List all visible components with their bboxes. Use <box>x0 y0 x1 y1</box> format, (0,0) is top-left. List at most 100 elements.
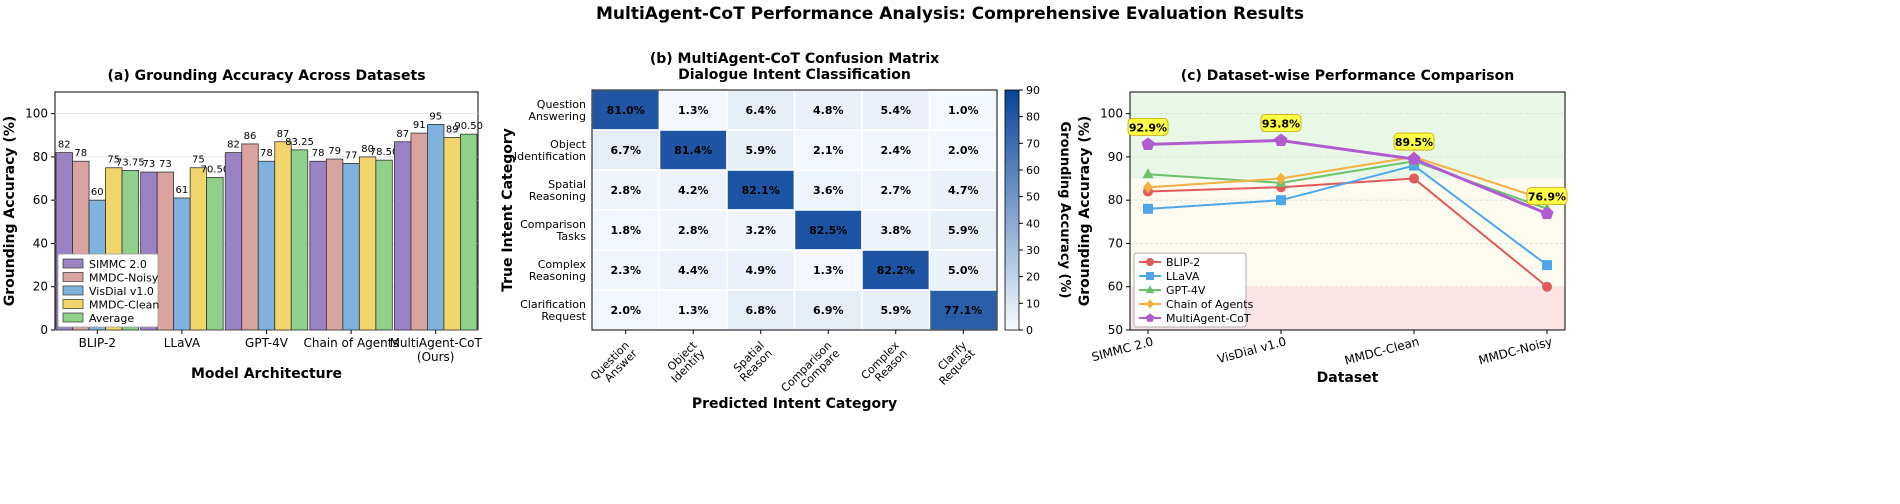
chart-b-cell-label: 1.3% <box>678 104 709 117</box>
chart-c-title: (c) Dataset-wise Performance Comparison <box>1181 68 1514 84</box>
chart-c-annotation: 93.8% <box>1262 117 1300 130</box>
chart-b-cell <box>726 129 796 171</box>
chart-a-bar-label: 61 <box>176 185 189 196</box>
chart-a-ytick-label: 100 <box>25 107 48 121</box>
chart-b-cell-label: 2.0% <box>610 304 641 317</box>
chart-a-bar <box>443 137 461 331</box>
chart-c-ytick-label: 60 <box>1108 280 1123 294</box>
chart-a-legend-label: VisDial v1.0 <box>89 285 154 298</box>
chart-c-ytick-label: 90 <box>1108 150 1123 164</box>
chart-b-colorbar-tick-label: 80 <box>1026 111 1040 124</box>
chart-b-row-label: Answering <box>528 110 586 123</box>
chart-a-bar <box>156 171 175 331</box>
chart-a-xtick-label: (Ours) <box>417 350 455 364</box>
chart-a-bar <box>274 141 292 331</box>
chart-a-xtick-label: GPT-4V <box>245 336 289 350</box>
chart-b-row-label: Spatial <box>548 178 586 191</box>
chart-b-cell <box>658 289 728 331</box>
chart-a-xlabel: Model Architecture <box>191 366 342 382</box>
chart-b-cell-label: 5.9% <box>745 144 776 157</box>
chart-a-legend-swatch <box>62 312 84 323</box>
chart-a-bar-label: 82 <box>58 140 71 151</box>
chart-b-colorbar-tick-label: 50 <box>1026 191 1040 204</box>
chart-c-xlabel: Dataset <box>1317 370 1379 386</box>
chart-b-cell-label: 82.5% <box>809 224 847 237</box>
chart-b-xlabel: Predicted Intent Category <box>692 396 897 412</box>
chart-c-ytick-label: 70 <box>1108 236 1123 250</box>
chart-b-row-label: Identification <box>514 150 586 163</box>
chart-b-cell <box>793 129 863 171</box>
chart-b-colorbar-tick-label: 60 <box>1026 164 1040 177</box>
chart-b-cell-label: 6.8% <box>745 304 776 317</box>
chart-c-annotation-box <box>1260 114 1302 132</box>
chart-a-legend-swatch <box>62 258 84 269</box>
chart-c-marker-square <box>1542 260 1552 271</box>
chart-c-marker-pentagon <box>1274 133 1288 147</box>
chart-a-ytick-label: 40 <box>33 236 48 250</box>
chart-c-legend-label: BLIP-2 <box>1166 256 1200 269</box>
chart-a-bar-label: 73.75 <box>116 157 145 168</box>
chart-a-bar-label: 79 <box>328 146 341 157</box>
chart-a-bar-label: 87 <box>277 129 290 140</box>
chart-a-bar-label: 90.50 <box>454 121 483 132</box>
chart-b-cell-label: 4.8% <box>813 104 844 117</box>
chart-b-colorbar-label: Grounding Accuracy (%) <box>1057 122 1072 299</box>
chart-b-cell-label: 1.0% <box>948 104 979 117</box>
chart-c-marker-pentagon <box>1141 137 1155 150</box>
chart-c-marker-pentagon <box>1540 206 1554 220</box>
chart-b-cell-label: 82.1% <box>742 184 780 197</box>
chart-b-cell-label: 4.7% <box>948 184 979 197</box>
chart-a-bar-label: 89 <box>446 124 459 135</box>
chart-b-cell-label: 6.4% <box>745 104 776 117</box>
chart-a-bar <box>173 197 191 331</box>
chart-a-bar <box>460 133 478 331</box>
chart-c-marker-triangle <box>1142 168 1154 179</box>
chart-a-legend-label: Average <box>89 312 134 325</box>
chart-b-cell-label: 6.7% <box>610 144 641 157</box>
chart-a-bar-label: 78 <box>312 148 325 159</box>
chart-a-bar-label: 83.25 <box>285 137 314 148</box>
chart-confusion-matrix: (b) MultiAgent-CoT Confusion MatrixDialo… <box>500 51 1072 412</box>
chart-a-bar <box>241 143 259 331</box>
chart-a-bar-label: 78 <box>260 148 273 159</box>
chart-a-legend-swatch <box>62 272 84 282</box>
chart-c-line <box>1147 164 1548 266</box>
chart-a-ytick-label: 20 <box>33 280 48 294</box>
chart-b-colorbar-tick-label: 40 <box>1026 217 1040 230</box>
chart-b-cell-label: 2.1% <box>813 144 844 157</box>
chart-c-marker-circle <box>1146 258 1154 266</box>
chart-b-cell <box>928 129 998 171</box>
chart-grounding-accuracy: (a) Grounding Accuracy Across Datasets 0 2… <box>2 68 483 382</box>
chart-c-annotation-box <box>1127 117 1169 136</box>
chart-c-annotation: 89.5% <box>1395 136 1433 149</box>
chart-c-legend-box <box>1133 252 1247 328</box>
chart-a-xtick-label: Chain of Agents <box>303 336 398 350</box>
chart-b-cell <box>591 209 661 251</box>
chart-a-bar-label: 77 <box>345 150 358 161</box>
chart-b-cell-label: 2.4% <box>880 144 911 157</box>
chart-b-colorbar-tick-label: 0 <box>1026 324 1033 337</box>
chart-a-bar-label: 95 <box>429 111 442 122</box>
chart-c-xtick-label: MMDC-Noisy <box>1477 334 1554 367</box>
chart-b-cell-label: 81.0% <box>607 104 645 117</box>
chart-a-legend-label: SIMMC 2.0 <box>89 258 147 271</box>
chart-c-ytick-label: 100 <box>1100 107 1123 121</box>
chart-c-marker-diamond <box>1146 299 1154 309</box>
chart-c-legend-label: MultiAgent-CoT <box>1166 312 1251 325</box>
chart-a-bar-label: 80 <box>361 144 374 155</box>
chart-c-xtick-label: VisDial v1.0 <box>1216 334 1288 366</box>
chart-c-marker-pentagon <box>1145 313 1155 322</box>
chart-b-title: Dialogue Intent Classification <box>678 67 911 83</box>
chart-c-ytick-label: 80 <box>1108 193 1123 207</box>
chart-c-legend-label: LLaVA <box>1166 270 1200 283</box>
chart-a-bar-label: 91 <box>413 120 426 131</box>
chart-c-frame <box>1129 91 1566 331</box>
chart-c-marker-diamond <box>1143 181 1153 194</box>
chart-b-cell-label: 2.3% <box>610 264 641 277</box>
chart-b-cell-label: 3.6% <box>813 184 844 197</box>
chart-b-cell <box>861 289 931 331</box>
chart-c-marker-pentagon <box>1407 152 1421 165</box>
chart-b-cell <box>861 129 931 171</box>
chart-b-row-label: Reasoning <box>529 190 586 203</box>
